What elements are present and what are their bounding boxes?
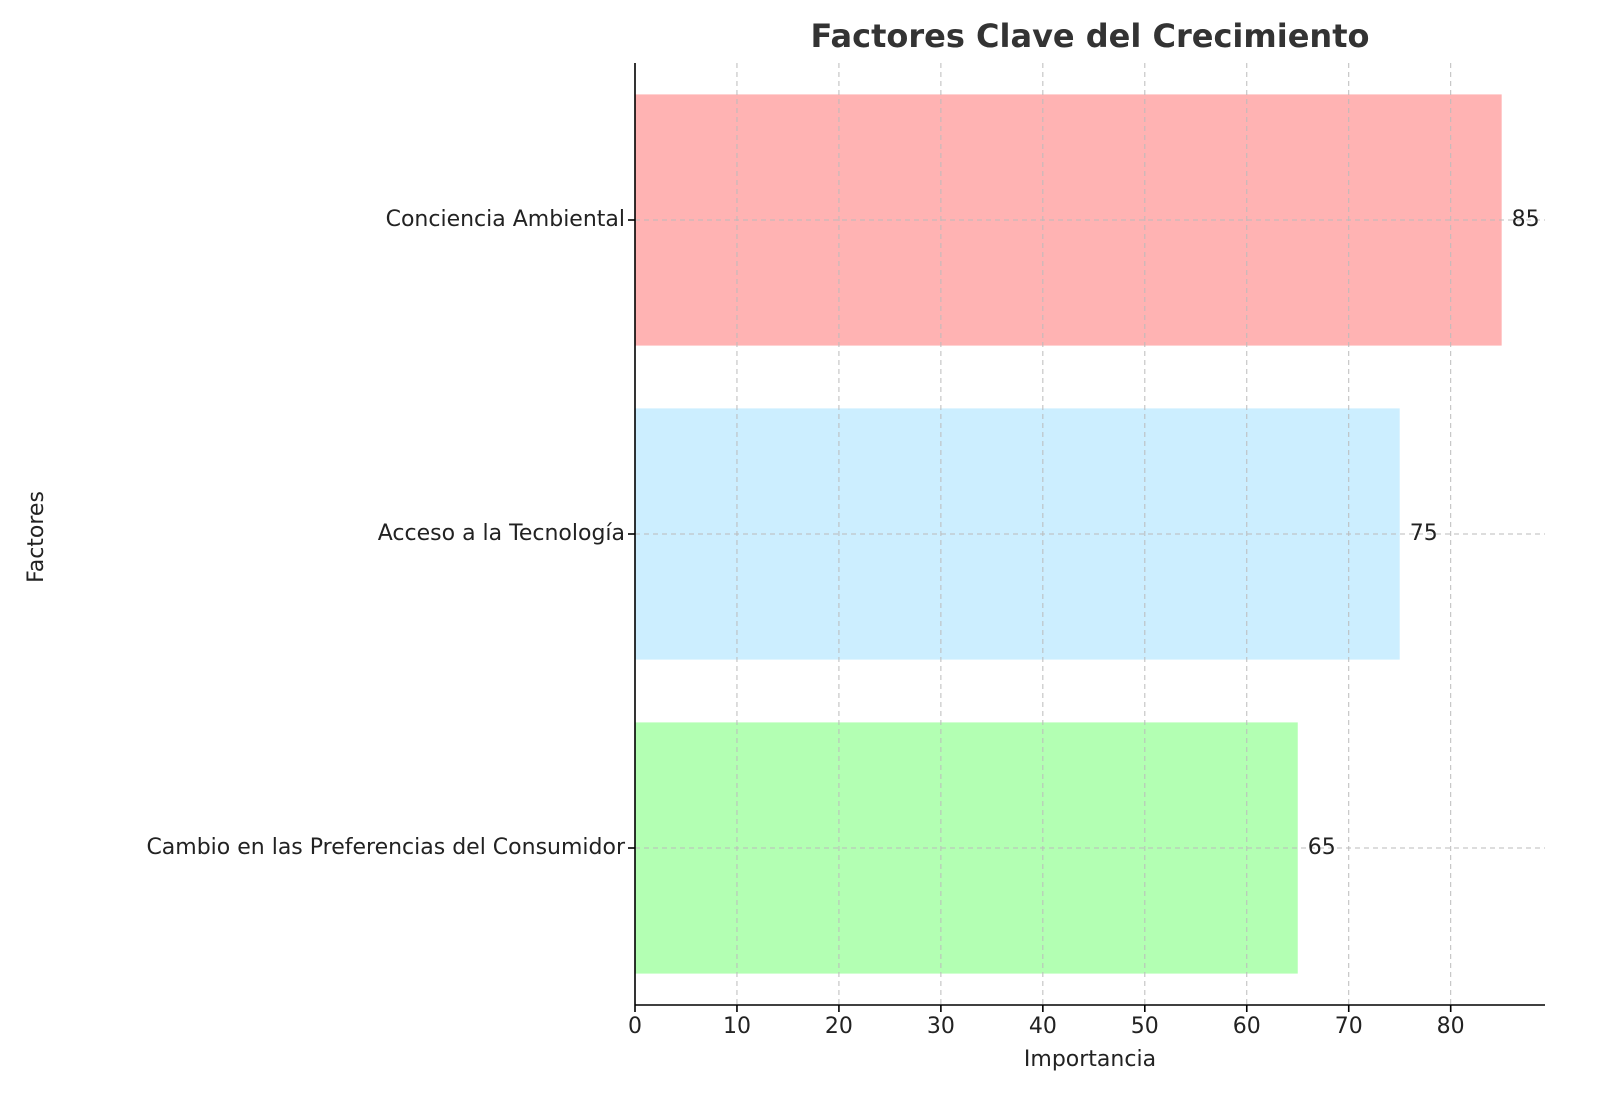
value-label: 75 [1410, 521, 1438, 546]
x-tick-label: 50 [1131, 1014, 1159, 1039]
x-tick-label: 20 [825, 1014, 853, 1039]
y-axis-label: Factores [24, 491, 49, 583]
x-tick-label: 80 [1437, 1014, 1465, 1039]
y-tick-label: Acceso a la Tecnología [378, 521, 625, 546]
x-tick-label: 60 [1233, 1014, 1261, 1039]
x-tick-label: 70 [1335, 1014, 1363, 1039]
value-label: 85 [1512, 207, 1540, 232]
x-axis-label: Importancia [1024, 1047, 1156, 1072]
chart-title: Factores Clave del Crecimiento [811, 17, 1370, 55]
x-tick-label: 40 [1029, 1014, 1057, 1039]
x-tick-label: 10 [723, 1014, 751, 1039]
x-tick-label: 0 [628, 1014, 642, 1039]
y-tick-label: Cambio en las Preferencias del Consumido… [146, 835, 626, 860]
value-label: 65 [1308, 835, 1336, 860]
x-tick-label: 30 [927, 1014, 955, 1039]
y-tick-label: Conciencia Ambiental [386, 207, 625, 232]
